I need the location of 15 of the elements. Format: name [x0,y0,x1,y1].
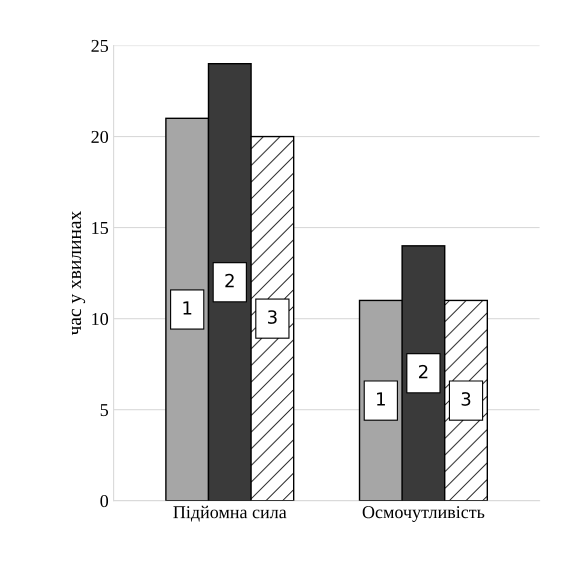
y-tick-label: 20 [91,130,108,143]
x-tick-label: Осмочутливість [362,506,484,522]
series-label: 3 [462,392,470,406]
y-tick-label: 25 [91,40,108,52]
x-tick-label: Підйомна сила [173,506,286,522]
y-tick-label: 5 [100,404,108,416]
y-axis-title: час у хвилинах [72,211,86,336]
text: 1 [377,392,385,406]
y-tick-label: 15 [92,222,108,234]
series-label: 1 [183,301,192,315]
y-tick-label: 10 [92,312,108,326]
text: 3 [268,310,277,324]
y-tick-label: 0 [100,494,108,508]
text: 2 [225,274,234,288]
series-label: 2 [418,364,428,378]
